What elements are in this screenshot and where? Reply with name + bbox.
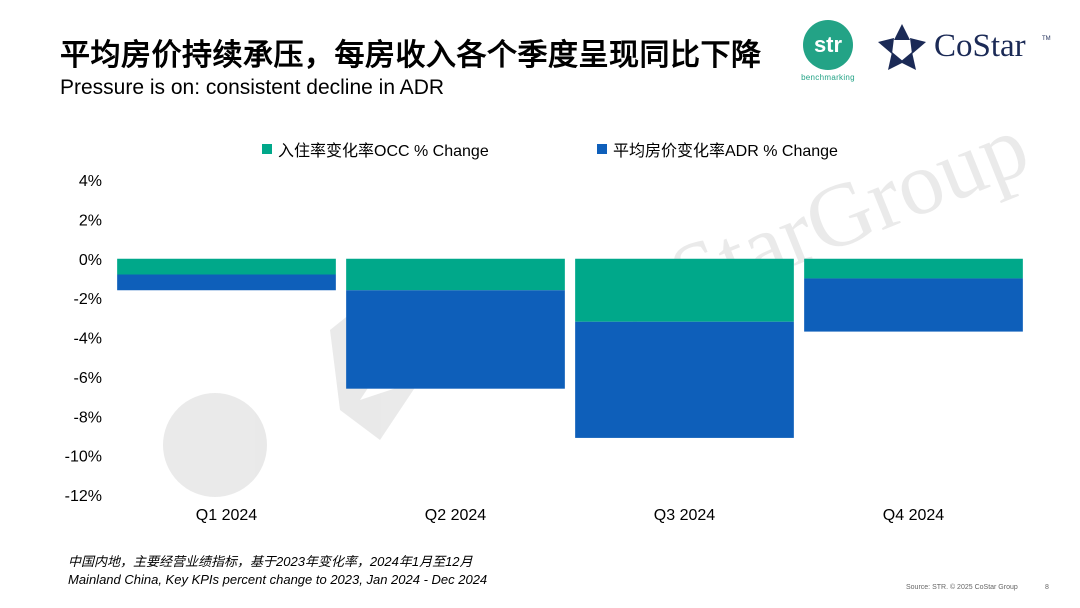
footnote-en: Mainland China, Key KPIs percent change …: [68, 572, 488, 587]
bar-occ: [346, 258, 565, 291]
page-subtitle: Pressure is on: consistent decline in AD…: [60, 76, 445, 99]
y-tick-label: -2%: [74, 291, 102, 308]
x-tick-label: Q3 2024: [654, 507, 715, 524]
bar-adr: [804, 278, 1023, 332]
bar-adr: [346, 290, 565, 389]
legend-swatch-adr: [597, 144, 607, 154]
bar-occ: [575, 258, 794, 322]
bar-occ: [117, 258, 336, 275]
y-tick-label: -6%: [74, 370, 102, 387]
footnote: 中国内地，主要经营业绩指标，基于2023年变化率，2024年1月至12月 Mai…: [68, 553, 487, 589]
y-tick-label: 4%: [79, 173, 102, 190]
bar-occ: [804, 258, 1023, 279]
str-logo-subtext: benchmarking: [801, 73, 855, 82]
y-tick-label: -4%: [74, 331, 102, 348]
y-tick-label: 0%: [79, 252, 102, 269]
costar-star-icon: [878, 24, 926, 70]
source-note: Source: STR. © 2025 CoStar Group: [906, 584, 1018, 591]
y-tick-label: 2%: [79, 212, 102, 229]
costar-trademark: TM: [1042, 36, 1051, 42]
legend-item-adr: 平均房价变化率ADR % Change: [597, 137, 838, 161]
bar-adr: [117, 274, 336, 291]
x-tick-label: Q2 2024: [425, 507, 486, 524]
chart-legend: 入住率变化率OCC % Change 平均房价变化率ADR % Change: [0, 137, 1080, 160]
costar-logo-text: CoStar: [934, 28, 1026, 64]
page-number: 8: [1045, 584, 1049, 591]
str-watermark-icon: [163, 393, 267, 497]
y-tick-label: -12%: [65, 488, 102, 505]
bar-adr: [575, 321, 794, 438]
footnote-cn: 中国内地，主要经营业绩指标，基于2023年变化率，2024年1月至12月: [68, 554, 473, 569]
page-title: 平均房价持续承压，每房收入各个季度呈现同比下降: [60, 38, 762, 73]
str-logo-icon: str: [803, 20, 853, 70]
legend-swatch-occ: [262, 144, 272, 154]
str-logo: str benchmarking: [800, 20, 856, 90]
legend-label-occ: 入住率变化率OCC % Change: [278, 143, 489, 160]
y-tick-label: -8%: [74, 409, 102, 426]
y-tick-label: -10%: [65, 449, 102, 466]
x-tick-label: Q1 2024: [196, 507, 257, 524]
str-logo-text: str: [813, 32, 843, 57]
legend-item-occ: 入住率变化率OCC % Change: [262, 137, 489, 161]
legend-label-adr: 平均房价变化率ADR % Change: [613, 143, 838, 160]
x-tick-label: Q4 2024: [883, 507, 944, 524]
costar-logo: CoStar TM: [876, 22, 1061, 74]
